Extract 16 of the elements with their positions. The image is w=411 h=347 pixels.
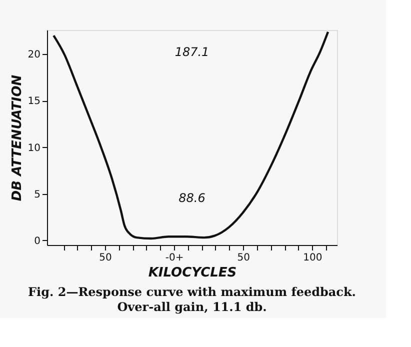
y-axis-title: DB ATTENUATION bbox=[10, 74, 25, 202]
line-series bbox=[52, 30, 330, 240]
annotation: 88.6 bbox=[178, 191, 206, 205]
annotation: 187.1 bbox=[174, 45, 210, 59]
text: Over-all gain, 11.1 db. bbox=[117, 300, 267, 314]
y-tick-label: 5 bbox=[34, 189, 40, 200]
x-tick-label: -0+ bbox=[165, 252, 184, 264]
y-tick-label: 15 bbox=[28, 96, 40, 108]
x-tick-label: 50 bbox=[237, 252, 250, 264]
text: Fig. 2—Response curve with maximum feedback. bbox=[28, 285, 356, 299]
y-tick-label: 20 bbox=[28, 50, 40, 61]
x-tick-label: 100 bbox=[303, 252, 322, 264]
x-axis-title: KILOCYCLES bbox=[148, 266, 237, 280]
x-tick-label: 50 bbox=[99, 252, 112, 264]
y-tick-label: 0 bbox=[34, 236, 40, 247]
y-tick-label: 10 bbox=[28, 142, 40, 154]
